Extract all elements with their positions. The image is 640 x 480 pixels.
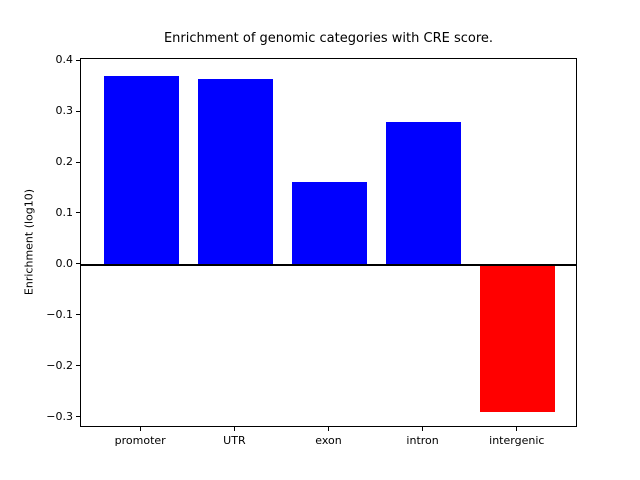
bar-intergenic [480, 264, 556, 412]
chart-title: Enrichment of genomic categories with CR… [163, 31, 494, 46]
y-tick-label: 0.3 [55, 104, 74, 117]
y-tick-mark [76, 365, 80, 367]
zero-baseline [81, 263, 576, 266]
x-tick-mark [233, 427, 235, 431]
y-tick-label: 0.2 [55, 155, 74, 168]
bar-promoter [103, 75, 179, 265]
x-tick-mark [422, 427, 424, 431]
y-tick-mark [76, 161, 80, 163]
y-tick-mark [76, 416, 80, 418]
y-tick-label: 0.1 [55, 205, 74, 219]
y-tick-label: 0.4 [55, 53, 74, 66]
x-tick-mark [139, 427, 141, 431]
x-tick-mark [516, 427, 518, 431]
x-tick-label-exon: exon [315, 434, 342, 447]
x-tick-mark [328, 427, 329, 431]
plot-area [80, 58, 577, 427]
y-tick-label: 0.0 [55, 256, 74, 270]
bar-exon [291, 182, 368, 265]
y-tick-label: −0.3 [46, 409, 73, 423]
x-tick-label-intergenic: intergenic [489, 434, 545, 447]
y-tick-mark [76, 110, 80, 112]
y-axis-label: Enrichment (log10) [22, 188, 36, 296]
bar-intron [386, 122, 462, 265]
y-tick-mark [76, 314, 80, 316]
x-tick-label-intron: intron [406, 434, 439, 447]
y-tick-label: −0.2 [46, 358, 73, 372]
y-tick-mark [76, 59, 80, 61]
x-tick-label-promoter: promoter [114, 434, 166, 447]
y-tick-mark [76, 212, 80, 214]
bar-UTR [197, 78, 273, 265]
y-tick-label: −0.1 [46, 307, 73, 321]
y-tick-mark [76, 263, 80, 265]
x-tick-label-UTR: UTR [223, 434, 246, 447]
